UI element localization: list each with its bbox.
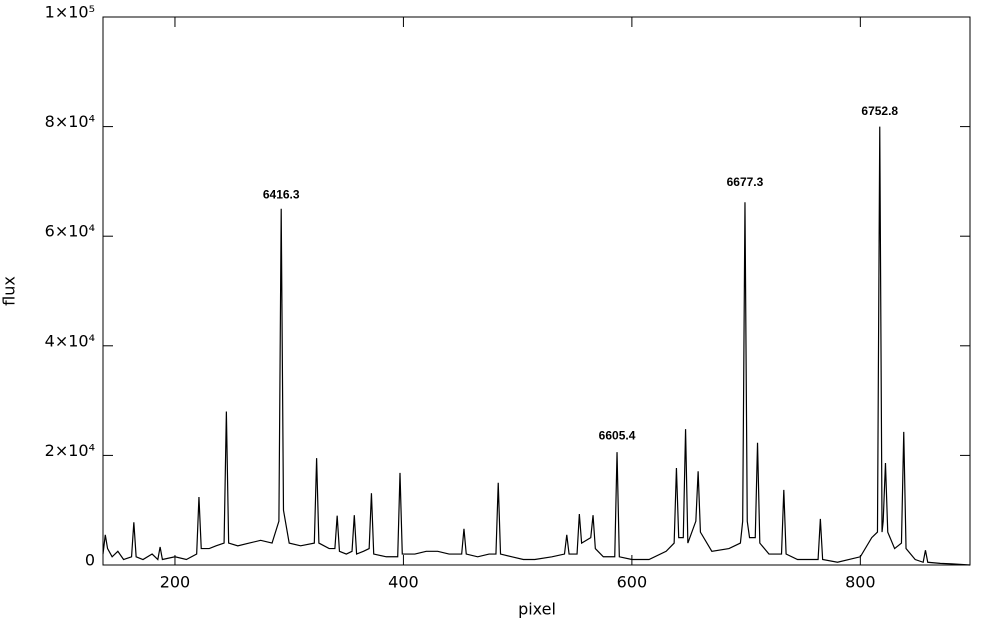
x-tick-label: 200: [160, 573, 191, 592]
peak-annotation: 6416.3: [263, 187, 300, 201]
x-tick-label: 400: [388, 573, 419, 592]
y-tick-label: 4×10⁴: [45, 331, 95, 350]
y-axis-label: flux: [0, 276, 19, 306]
x-tick-label: 600: [617, 573, 648, 592]
spectrum-line: [102, 126, 971, 566]
x-axis-label: pixel: [518, 600, 556, 619]
plot-frame: [102, 16, 971, 566]
y-tick-label: 2×10⁴: [45, 441, 95, 460]
peak-annotation: 6677.3: [727, 175, 764, 189]
y-tick-label: 1×10⁵: [45, 3, 95, 22]
peak-annotation: 6605.4: [599, 428, 636, 442]
y-tick-label: 8×10⁴: [45, 112, 95, 131]
peak-annotation: 6752.8: [861, 104, 898, 118]
y-tick-label: 0: [85, 551, 95, 570]
y-tick-label: 6×10⁴: [45, 222, 95, 241]
x-tick-label: 800: [845, 573, 876, 592]
